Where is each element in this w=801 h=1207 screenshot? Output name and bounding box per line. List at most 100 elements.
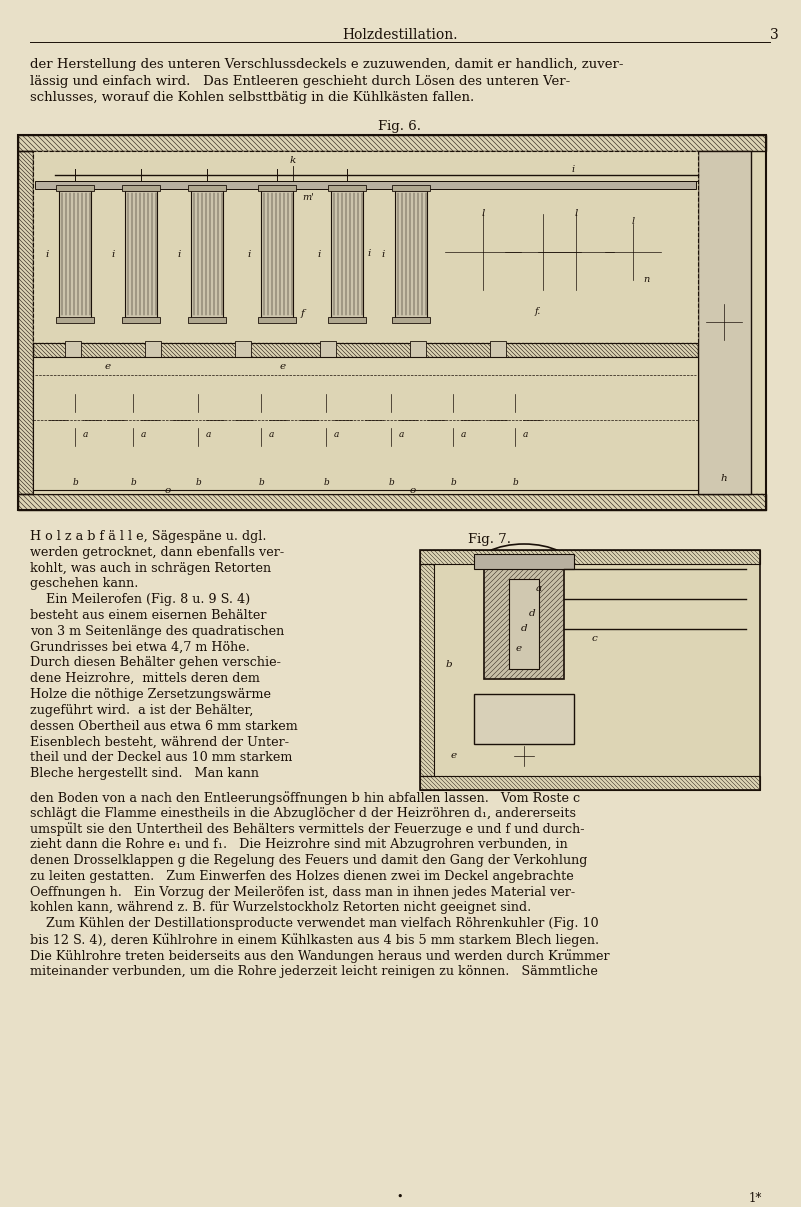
Bar	[261, 189, 293, 319]
Text: i: i	[571, 165, 574, 174]
Bar	[328, 185, 366, 191]
Text: b: b	[512, 478, 518, 486]
Text: kohlen kann, während z. B. für Wurzelstockholz Retorten nicht geeignet sind.: kohlen kann, während z. B. für Wurzelsto…	[30, 902, 531, 915]
Text: bis 12 S. 4), deren Kühlrohre in einem Kühlkasten aus 4 bis 5 mm starkem Blech: bis 12 S. 4), deren Kühlrohre in einem …	[30, 933, 599, 946]
Circle shape	[298, 392, 354, 448]
Text: e: e	[105, 362, 111, 371]
Text: b: b	[388, 478, 394, 486]
Text: a: a	[140, 430, 146, 439]
Text: kohlt, was auch in schrägen Retorten: kohlt, was auch in schrägen Retorten	[30, 561, 271, 575]
Text: werden getrocknet, dann ebenfalls ver-: werden getrocknet, dann ebenfalls ver-	[30, 546, 284, 559]
Circle shape	[526, 235, 560, 269]
Bar	[33, 343, 698, 357]
Text: m': m'	[302, 193, 314, 202]
Text: Oeffnungen h.   Ein Vorzug der Meileröfen ist, dass man in ihnen jedes Material : Oeffnungen h. Ein Vorzug der Meileröfen …	[30, 886, 575, 898]
Circle shape	[170, 392, 226, 448]
Text: Eisenblech besteht, während der Unter-: Eisenblech besteht, während der Unter-	[30, 735, 289, 748]
Bar	[18, 135, 766, 151]
Text: f.: f.	[535, 307, 541, 316]
Bar	[125, 189, 157, 319]
Bar	[145, 342, 161, 358]
Text: Grundrisses bei etwa 4,7 m Höhe.: Grundrisses bei etwa 4,7 m Höhe.	[30, 641, 250, 654]
Bar	[410, 342, 426, 358]
Bar	[18, 135, 766, 511]
Text: b: b	[258, 478, 264, 486]
Circle shape	[67, 412, 83, 428]
Circle shape	[363, 392, 419, 448]
Text: a: a	[398, 430, 404, 439]
Text: b: b	[130, 478, 136, 486]
Bar	[420, 550, 760, 791]
Bar	[18, 494, 766, 511]
Circle shape	[383, 412, 399, 428]
Bar	[188, 185, 226, 191]
Text: b: b	[72, 478, 78, 486]
Text: umspült sie den Untertheil des Behälters vermittels der Feuerzuge e und f und d: umspült sie den Untertheil des Behälter…	[30, 822, 585, 836]
Text: Fig. 6.: Fig. 6.	[379, 119, 421, 133]
Text: b: b	[195, 478, 201, 486]
Bar	[235, 342, 251, 358]
Text: theil und der Deckel aus 10 mm starkem: theil und der Deckel aus 10 mm starkem	[30, 751, 292, 764]
Text: Holze die nöthige Zersetzungswärme: Holze die nöthige Zersetzungswärme	[30, 688, 271, 701]
Bar	[33, 357, 698, 494]
Circle shape	[318, 412, 334, 428]
Text: l: l	[481, 209, 485, 218]
Text: zieht dann die Rohre e₁ und f₁.   Die Heizrohre sind mit Abzugrohren verbunden, : zieht dann die Rohre e₁ und f₁. Die Heiz…	[30, 838, 568, 851]
Text: o: o	[165, 486, 171, 495]
Text: a: a	[83, 430, 87, 439]
Text: 1*: 1*	[748, 1193, 762, 1205]
Text: a: a	[461, 430, 465, 439]
Text: von 3 m Seitenlänge des quadratischen: von 3 m Seitenlänge des quadratischen	[30, 625, 284, 637]
Text: a: a	[268, 430, 274, 439]
Circle shape	[559, 235, 593, 269]
Bar	[18, 135, 766, 151]
Text: den Boden von a nach den Entleerungsöffnungen b hin abfallen lassen.   Vom Rost: den Boden von a nach den Entleerungsöff…	[30, 791, 580, 805]
Text: a: a	[522, 430, 528, 439]
Bar	[420, 564, 434, 776]
Text: a: a	[333, 430, 339, 439]
Text: i: i	[248, 250, 251, 260]
Bar	[59, 189, 91, 319]
Text: n: n	[643, 275, 650, 284]
Circle shape	[466, 235, 500, 269]
Bar	[420, 550, 760, 564]
Bar	[18, 151, 33, 494]
Text: geschehen kann.: geschehen kann.	[30, 577, 139, 590]
Text: zugeführt wird.  a ist der Behälter,: zugeführt wird. a ist der Behälter,	[30, 704, 253, 717]
Bar	[18, 494, 766, 511]
Bar	[33, 343, 698, 357]
Bar	[65, 342, 81, 358]
Text: Ein Meilerofen (Fig. 8 u. 9 S. 4): Ein Meilerofen (Fig. 8 u. 9 S. 4)	[30, 593, 250, 606]
Text: miteinander verbunden, um die Rohre jederzeit leicht reinigen zu können.   Sämmt: miteinander verbunden, um die Rohre jede…	[30, 964, 598, 978]
Text: l: l	[631, 217, 634, 226]
Text: H o l z a b f ä l l e, Sägespäne u. dgl.: H o l z a b f ä l l e, Sägespäne u. dgl.	[30, 530, 267, 543]
Text: e: e	[280, 362, 286, 371]
Text: Die Kühlrohre treten beiderseits aus den Wandungen heraus und werden durch Krüm: Die Kühlrohre treten beiderseits aus den…	[30, 949, 610, 963]
Bar	[484, 568, 564, 680]
Bar	[35, 181, 696, 189]
Bar	[122, 317, 160, 323]
Text: i: i	[111, 250, 115, 260]
Text: e: e	[516, 645, 522, 653]
Text: besteht aus einem eisernen Behälter: besteht aus einem eisernen Behälter	[30, 610, 267, 622]
Bar	[122, 185, 160, 191]
Bar	[56, 317, 94, 323]
Text: schlägt die Flamme einestheils in die Abzuglöcher d der Heizröhren d₁, andererse: schlägt die Flamme einestheils in die Ab…	[30, 806, 576, 820]
Text: dessen Obertheil aus etwa 6 mm starkem: dessen Obertheil aus etwa 6 mm starkem	[30, 719, 298, 733]
Text: lässig und einfach wird.   Das Entleeren geschieht durch Lösen des unteren Ver-: lässig und einfach wird. Das Entleeren g…	[30, 75, 570, 87]
Text: a: a	[205, 430, 211, 439]
Text: c: c	[591, 634, 597, 643]
Bar	[331, 189, 363, 319]
Text: Zum Kühlen der Destillationsproducte verwendet man vielfach Röhrenkuhler (Fig. 1: Zum Kühlen der Destillationsproducte ver…	[30, 917, 598, 931]
Bar	[698, 151, 751, 494]
Circle shape	[621, 239, 646, 264]
Text: Holzdestillation.: Holzdestillation.	[342, 28, 457, 42]
Text: i: i	[46, 250, 49, 260]
Text: 3: 3	[770, 28, 779, 42]
Bar	[395, 189, 427, 319]
Circle shape	[47, 392, 103, 448]
Bar	[474, 694, 574, 744]
Text: d: d	[521, 624, 527, 632]
Bar	[484, 568, 564, 680]
Bar	[320, 342, 336, 358]
